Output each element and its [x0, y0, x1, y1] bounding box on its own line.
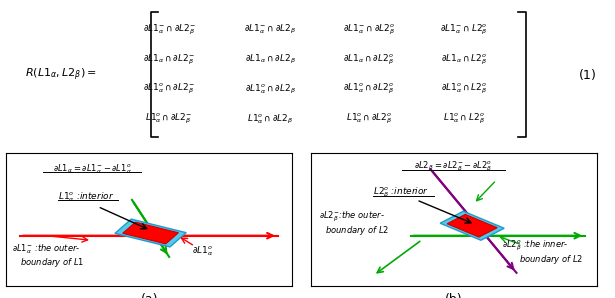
- Text: $\partial L1_{\alpha}^{-}$ :the outer-: $\partial L1_{\alpha}^{-}$ :the outer-: [12, 242, 81, 256]
- Text: $\partial L1_{\alpha}^{o}\cap L2_{\beta}^{o}$: $\partial L1_{\alpha}^{o}\cap L2_{\beta}…: [441, 82, 488, 97]
- Text: $\partial L1_{\alpha}^{-}\cap L2_{\beta}^{o}$: $\partial L1_{\alpha}^{-}\cap L2_{\beta}…: [440, 23, 488, 37]
- Polygon shape: [447, 214, 497, 237]
- Text: $\partial L1_{\alpha}^{-}\cap\partial L2_{\beta}^{-}$: $\partial L1_{\alpha}^{-}\cap\partial L2…: [143, 23, 196, 37]
- Text: $\partial L1_{\alpha}=\partial L1_{\alpha}^{-}-\partial L1_{\alpha}^{o}$: $\partial L1_{\alpha}=\partial L1_{\alph…: [52, 163, 132, 176]
- Text: $\partial L2_{\beta}=\partial L2_{\beta}^{-}-\partial L2_{\beta}^{o}$: $\partial L2_{\beta}=\partial L2_{\beta}…: [415, 160, 493, 174]
- Polygon shape: [115, 219, 186, 247]
- Text: $\partial L1_{\alpha}\cap\partial L2_{\beta}^{o}$: $\partial L1_{\alpha}\cap\partial L2_{\b…: [343, 52, 395, 67]
- Text: $(1)$: $(1)$: [578, 67, 597, 82]
- Text: $\partial L2_{\beta}^{-}$:the outer-: $\partial L2_{\beta}^{-}$:the outer-: [319, 210, 385, 224]
- Text: $R(L1_{\alpha},L2_{\beta})=$: $R(L1_{\alpha},L2_{\beta})=$: [25, 66, 97, 83]
- Text: $L1_{\alpha}^{o}\cap\partial L2_{\beta}$: $L1_{\alpha}^{o}\cap\partial L2_{\beta}$: [247, 113, 294, 126]
- Text: $\partial L1_{\alpha}^{o}$: $\partial L1_{\alpha}^{o}$: [192, 245, 213, 258]
- Polygon shape: [440, 211, 504, 240]
- Text: $\partial L1_{\alpha}^{-}\cap\partial L2_{\beta}^{o}$: $\partial L1_{\alpha}^{-}\cap\partial L2…: [343, 23, 395, 37]
- Text: $L1_{\alpha}^{o}\cap\partial L2_{\beta}^{-}$: $L1_{\alpha}^{o}\cap\partial L2_{\beta}^…: [145, 112, 193, 126]
- Text: $\partial L1_{\alpha}\cap\partial L2_{\beta}$: $\partial L1_{\alpha}\cap\partial L2_{\b…: [245, 53, 296, 66]
- Text: $\partial L1_{\alpha}\cap L2_{\beta}^{o}$: $\partial L1_{\alpha}\cap L2_{\beta}^{o}…: [441, 52, 488, 67]
- Polygon shape: [123, 222, 178, 244]
- Text: boundary of $L1$: boundary of $L1$: [20, 256, 85, 269]
- Text: boundary of $L2$: boundary of $L2$: [519, 253, 584, 266]
- Text: boundary of $L2$: boundary of $L2$: [325, 224, 389, 237]
- Text: $L1_{\alpha}^{o}\cap\partial L2_{\beta}^{o}$: $L1_{\alpha}^{o}\cap\partial L2_{\beta}^…: [346, 112, 392, 126]
- Text: $\partial L1_{\alpha}^{-}\cap\partial L2_{\beta}$: $\partial L1_{\alpha}^{-}\cap\partial L2…: [244, 23, 297, 36]
- Text: $L1_{\alpha}^{o}$ :interior: $L1_{\alpha}^{o}$ :interior: [58, 190, 114, 204]
- Text: $\partial L1_{\alpha}^{o}\cap\partial L2_{\beta}^{o}$: $\partial L1_{\alpha}^{o}\cap\partial L2…: [343, 82, 395, 97]
- Text: $\partial L1_{\alpha}\cap\partial L2_{\beta}^{-}$: $\partial L1_{\alpha}\cap\partial L2_{\b…: [143, 52, 195, 67]
- Text: $\partial L1_{\alpha}^{o}\cap\partial L2_{\beta}^{-}$: $\partial L1_{\alpha}^{o}\cap\partial L2…: [143, 82, 195, 97]
- Text: (b): (b): [445, 293, 462, 298]
- Text: (a): (a): [140, 293, 158, 298]
- Text: $L1_{\alpha}^{o}\cap L2_{\beta}^{o}$: $L1_{\alpha}^{o}\cap L2_{\beta}^{o}$: [443, 112, 485, 126]
- Text: $\partial L2_{\beta}^{o}$ :the inner-: $\partial L2_{\beta}^{o}$ :the inner-: [502, 239, 569, 253]
- Text: $L2_{\beta}^{o}$ :interior: $L2_{\beta}^{o}$ :interior: [373, 186, 430, 200]
- Text: $\partial L1_{\alpha}^{o}\cap\partial L2_{\beta}$: $\partial L1_{\alpha}^{o}\cap\partial L2…: [245, 83, 296, 96]
